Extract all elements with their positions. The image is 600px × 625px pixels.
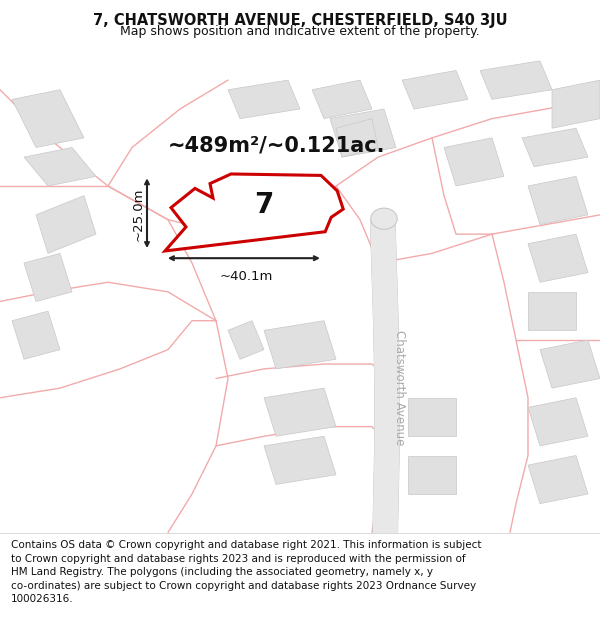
Polygon shape [552,80,600,128]
Polygon shape [408,456,456,494]
Polygon shape [528,292,576,331]
Polygon shape [264,388,336,436]
Polygon shape [402,71,468,109]
Polygon shape [408,398,456,436]
Polygon shape [528,176,588,224]
Polygon shape [264,436,336,484]
Text: 7: 7 [254,191,274,219]
Polygon shape [540,340,600,388]
Polygon shape [312,80,372,119]
Polygon shape [24,148,96,186]
Text: 7, CHATSWORTH AVENUE, CHESTERFIELD, S40 3JU: 7, CHATSWORTH AVENUE, CHESTERFIELD, S40 … [92,12,508,28]
Text: ~40.1m: ~40.1m [220,270,272,283]
Polygon shape [336,119,378,157]
Polygon shape [444,138,504,186]
Polygon shape [228,80,300,119]
Polygon shape [12,90,84,148]
Text: ~25.0m: ~25.0m [131,187,145,241]
Polygon shape [330,109,396,157]
Polygon shape [12,311,60,359]
Circle shape [371,208,397,229]
Polygon shape [264,321,336,369]
Text: Contains OS data © Crown copyright and database right 2021. This information is : Contains OS data © Crown copyright and d… [11,540,481,604]
Polygon shape [24,253,72,301]
Polygon shape [36,196,96,253]
Polygon shape [522,128,588,167]
Polygon shape [480,61,552,99]
Text: Chatsworth Avenue: Chatsworth Avenue [392,331,406,446]
Text: Map shows position and indicative extent of the property.: Map shows position and indicative extent… [120,26,480,39]
Polygon shape [228,321,264,359]
Polygon shape [528,456,588,504]
Polygon shape [528,234,588,282]
Text: ~489m²/~0.121ac.: ~489m²/~0.121ac. [168,135,386,155]
Polygon shape [528,398,588,446]
Polygon shape [165,174,343,251]
